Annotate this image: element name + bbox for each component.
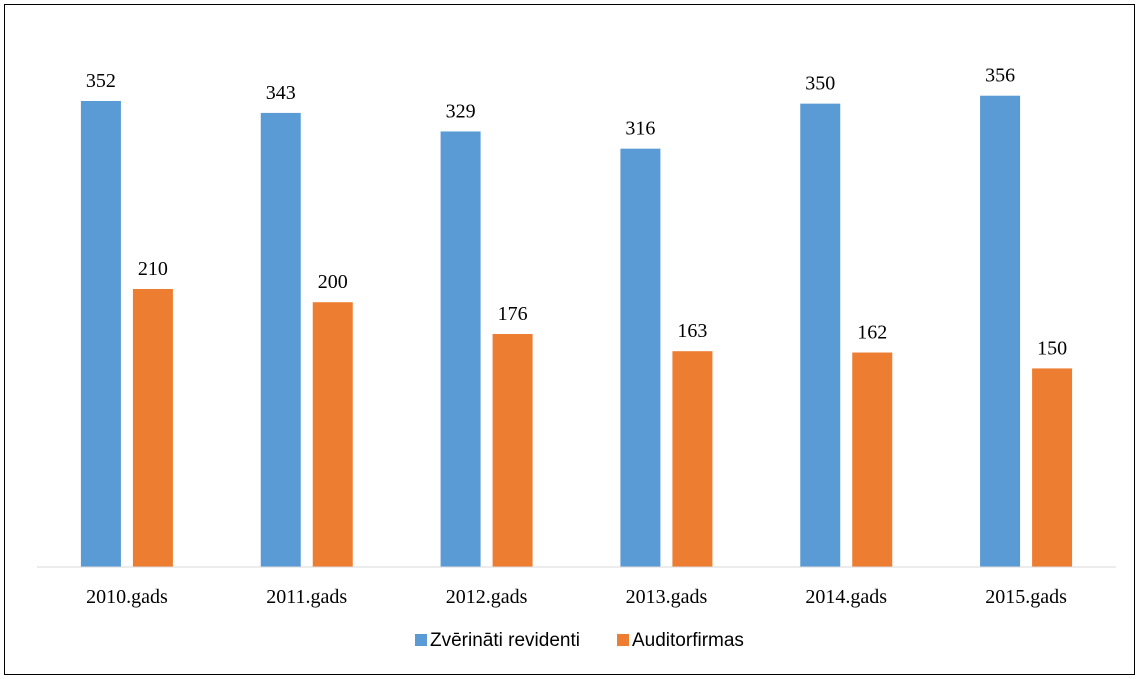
bar-auditorfirmas-2 — [312, 302, 353, 567]
bar-auditorfirmas-1 — [132, 288, 173, 567]
bar-revidenti-6 — [980, 95, 1021, 568]
bar-auditorfirmas-4 — [672, 351, 713, 567]
bar-revidenti-1 — [80, 101, 121, 567]
legend: Zvērināti revidenti Auditorfirmas — [415, 630, 744, 651]
bar-revidenti-3 — [440, 131, 481, 568]
bar-auditorfirmas-3 — [492, 334, 533, 567]
bar-revidenti-2 — [260, 112, 301, 568]
data-label-auditorfirmas-3: 176 — [498, 303, 528, 325]
data-label-auditorfirmas-5: 162 — [857, 322, 887, 344]
bar-auditorfirmas-6 — [1032, 368, 1073, 567]
x-tick-label: 2013.gads — [626, 586, 708, 608]
data-labels-group: 352 210 343 200 329 176 316 163 350 162 356 150 — [86, 65, 1067, 360]
data-label-auditorfirmas-4: 163 — [677, 320, 707, 342]
x-tick-label: 2011.gads — [266, 586, 347, 608]
legend-label-revidenti: Zvērināti revidenti — [430, 630, 580, 651]
x-tick-label: 2015.gads — [985, 586, 1067, 608]
bar-revidenti-4 — [620, 148, 661, 567]
legend-swatch-auditorfirmas — [617, 634, 629, 646]
bar-auditorfirmas-5 — [852, 352, 893, 567]
data-label-revidenti-4: 316 — [625, 118, 655, 140]
data-label-auditorfirmas-1: 210 — [138, 258, 168, 280]
bar-revidenti-5 — [800, 103, 841, 567]
data-label-revidenti-1: 352 — [86, 70, 116, 92]
data-label-revidenti-6: 356 — [985, 65, 1015, 87]
legend-swatch-revidenti — [415, 634, 427, 646]
data-label-revidenti-3: 329 — [446, 100, 476, 122]
data-label-revidenti-5: 350 — [805, 73, 835, 95]
x-tick-labels-group: 2010.gads 2011.gads 2012.gads 2013.gads 2014… — [86, 586, 1067, 608]
chart-frame — [4, 4, 1135, 675]
data-label-revidenti-2: 343 — [266, 82, 296, 104]
x-tick-label: 2014.gads — [805, 586, 887, 608]
legend-label-auditorfirmas: Auditorfirmas — [632, 630, 744, 651]
x-tick-label: 2010.gads — [86, 586, 168, 608]
bars-group — [80, 95, 1073, 568]
data-label-auditorfirmas-2: 200 — [318, 271, 348, 293]
data-label-auditorfirmas-6: 150 — [1037, 337, 1067, 359]
x-tick-label: 2012.gads — [446, 586, 528, 608]
